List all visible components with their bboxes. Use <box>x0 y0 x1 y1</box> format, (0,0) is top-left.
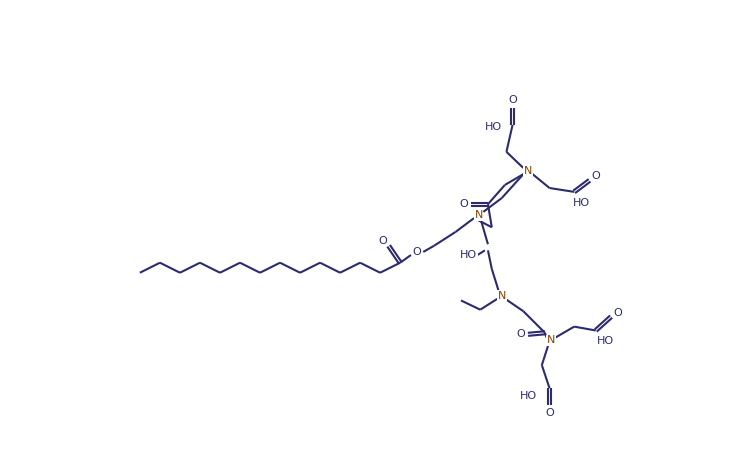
Text: O: O <box>613 308 622 318</box>
Text: O: O <box>413 247 421 257</box>
Text: HO: HO <box>598 336 614 346</box>
Text: O: O <box>545 408 554 418</box>
Text: N: N <box>547 336 555 346</box>
Text: O: O <box>516 329 524 339</box>
Text: O: O <box>459 199 468 209</box>
Text: N: N <box>474 210 483 220</box>
Text: HO: HO <box>485 122 502 132</box>
Text: HO: HO <box>573 198 590 208</box>
Text: HO: HO <box>460 250 477 260</box>
Text: HO: HO <box>520 391 537 401</box>
Text: O: O <box>378 236 387 246</box>
Text: N: N <box>498 291 506 301</box>
Text: O: O <box>592 171 600 181</box>
Text: N: N <box>524 166 532 176</box>
Text: O: O <box>508 95 517 105</box>
